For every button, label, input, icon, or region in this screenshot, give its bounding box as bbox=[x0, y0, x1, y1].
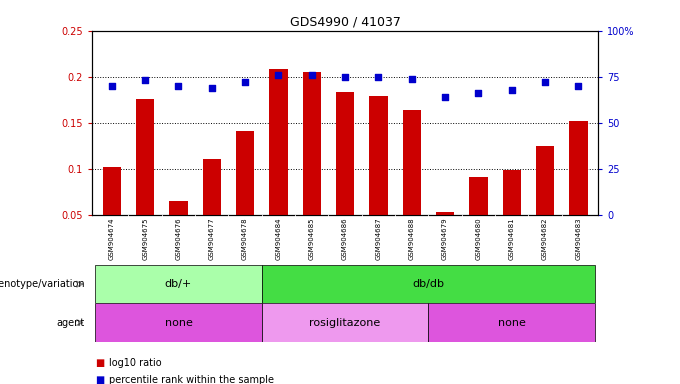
Bar bbox=[336, 91, 354, 261]
Text: GSM904681: GSM904681 bbox=[509, 217, 515, 260]
Bar bbox=[569, 121, 588, 261]
Point bbox=[239, 79, 250, 85]
Bar bbox=[169, 201, 188, 261]
Point bbox=[106, 83, 117, 89]
Bar bbox=[369, 96, 388, 261]
Text: GSM904687: GSM904687 bbox=[375, 217, 381, 260]
Bar bbox=[269, 70, 288, 261]
Bar bbox=[103, 167, 121, 261]
Bar bbox=[236, 131, 254, 261]
Bar bbox=[469, 177, 488, 261]
Bar bbox=[136, 99, 154, 261]
Bar bbox=[503, 170, 521, 261]
Text: none: none bbox=[165, 318, 192, 328]
Bar bbox=[303, 72, 321, 261]
Point bbox=[507, 87, 517, 93]
Text: GSM904680: GSM904680 bbox=[475, 217, 481, 260]
Text: GSM904685: GSM904685 bbox=[309, 217, 315, 260]
Text: ■: ■ bbox=[95, 375, 105, 384]
Text: agent: agent bbox=[56, 318, 85, 328]
Text: GSM904677: GSM904677 bbox=[209, 217, 215, 260]
Bar bbox=[95, 303, 262, 342]
Text: GSM904674: GSM904674 bbox=[109, 217, 115, 260]
Bar bbox=[403, 110, 421, 261]
Point bbox=[440, 94, 451, 100]
Text: genotype/variation: genotype/variation bbox=[0, 279, 85, 289]
Text: GSM904686: GSM904686 bbox=[342, 217, 348, 260]
Point bbox=[573, 83, 584, 89]
Text: GSM904678: GSM904678 bbox=[242, 217, 248, 260]
Text: GSM904683: GSM904683 bbox=[575, 217, 581, 260]
Text: db/+: db/+ bbox=[165, 279, 192, 289]
Point bbox=[339, 74, 351, 80]
Bar bbox=[436, 212, 454, 261]
Point bbox=[139, 78, 150, 84]
Bar bbox=[95, 265, 262, 303]
Bar bbox=[203, 159, 221, 261]
Text: none: none bbox=[498, 318, 526, 328]
Title: GDS4990 / 41037: GDS4990 / 41037 bbox=[290, 15, 401, 28]
Point bbox=[206, 85, 217, 91]
Text: GSM904676: GSM904676 bbox=[175, 217, 182, 260]
Point bbox=[306, 72, 317, 78]
Text: rosiglitazone: rosiglitazone bbox=[309, 318, 381, 328]
Text: GSM904675: GSM904675 bbox=[142, 217, 148, 260]
Text: GSM904679: GSM904679 bbox=[442, 217, 448, 260]
Bar bbox=[262, 265, 595, 303]
Point bbox=[473, 90, 484, 96]
Bar bbox=[428, 303, 595, 342]
Point bbox=[273, 72, 284, 78]
Text: ■: ■ bbox=[95, 358, 105, 368]
Point bbox=[540, 79, 551, 85]
Text: GSM904682: GSM904682 bbox=[542, 217, 548, 260]
Bar bbox=[536, 146, 554, 261]
Bar bbox=[262, 303, 428, 342]
Text: log10 ratio: log10 ratio bbox=[109, 358, 161, 368]
Point bbox=[407, 76, 418, 82]
Text: GSM904684: GSM904684 bbox=[275, 217, 282, 260]
Text: GSM904688: GSM904688 bbox=[409, 217, 415, 260]
Text: percentile rank within the sample: percentile rank within the sample bbox=[109, 375, 274, 384]
Point bbox=[173, 83, 184, 89]
Point bbox=[373, 74, 384, 80]
Text: db/db: db/db bbox=[413, 279, 445, 289]
